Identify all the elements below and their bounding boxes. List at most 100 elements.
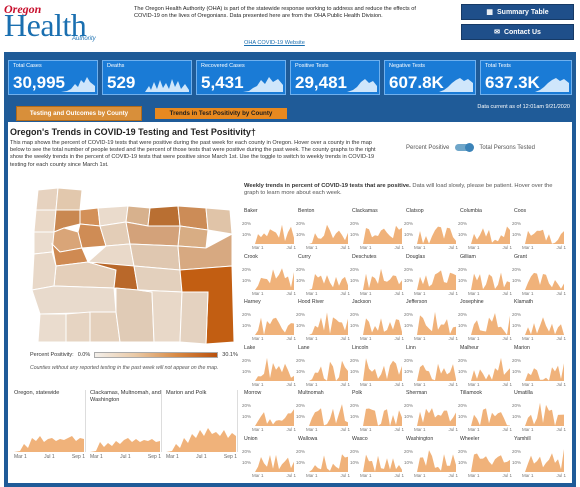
contact-us-button[interactable]: ✉ Contact Us [461,24,574,40]
county-chart-columbia[interactable]: Columbia 20% 10% Mar 1 Jul 1 [458,208,512,252]
y-tick-10: 10% [458,414,468,419]
county-area-chart [522,402,564,426]
kpi-negative-tests[interactable]: Negative Tests 607.8K [384,60,476,95]
county-chart-jackson[interactable]: Jackson 20% 10% Mar 1 Jul 1 [350,299,404,343]
county-name: Douglas [406,253,426,260]
county-chart-linn[interactable]: Linn 20% 10% Mar 1 Jul 1 [404,344,458,389]
county-area-chart [306,224,348,244]
kpi-deaths[interactable]: Deaths 529 [102,60,192,95]
chart-marion-polk[interactable]: Marion and Polk Mar 1 Jul 1 Sep 1 [166,390,238,460]
summary-table-button[interactable]: ▦ Summary Table [461,4,574,20]
logo-authority-text: Authority [72,36,96,42]
county-chart-sherman[interactable]: Sherman 20% 10% Mar 1 Jul 1 [404,390,458,434]
x-axis-labels: Mar 1 Jul 1 [468,336,512,341]
chart-clackamas-multnomah-washington[interactable]: Clackamas, Multnomah, and Washington Mar… [90,390,162,460]
county-chart-yamhill[interactable]: Yamhill 20% 10% Mar 1 Jul 1 [512,436,566,480]
county-chart-morrow[interactable]: Morrow 20% 10% Mar 1 Jul 1 [242,390,296,434]
county-chart-crook[interactable]: Crook 20% 10% Mar 1 Jul 1 [242,254,296,298]
kpi-sparkline [439,78,473,92]
x-axis-labels: Mar 1 Jul 1 [522,427,566,432]
y-tick-10: 10% [512,368,522,374]
county-area-chart [360,408,402,426]
county-area-chart [522,317,564,335]
tab-trends-positivity[interactable]: Trends in Test Positivity by County [153,106,289,121]
x-axis-labels: Mar 1 Jul 1 [306,427,350,432]
county-name: Linn [406,344,416,351]
county-chart-deschutes[interactable]: Deschutes 20% 10% Mar 1 Jul 1 [350,254,404,298]
county-chart-tillamook[interactable]: Tillamook 20% 10% Mar 1 Jul 1 [458,390,512,434]
county-area-chart [468,272,510,290]
county-chart-polk[interactable]: Polk 20% 10% Mar 1 Jul 1 [350,390,404,434]
county-chart-coos[interactable]: Coos 20% 10% Mar 1 Jul 1 [512,208,566,252]
county-chart-lincoln[interactable]: Lincoln 20% 10% Mar 1 Jul 1 [350,344,404,389]
county-name: Jackson [352,299,372,305]
county-lane-west [31,251,57,291]
county-chart-harney[interactable]: Harney 20% 10% Mar 1 Jul 1 [242,299,296,343]
y-tick-10: 10% [350,232,360,237]
county-chart-klamath[interactable]: Klamath 20% 10% Mar 1 Jul 1 [512,299,566,343]
county-chart-lake[interactable]: Lake 20% 10% Mar 1 Jul 1 [242,345,296,389]
kpi-total-tests[interactable]: Total Tests 637.3K [480,60,572,95]
county-chart-hood-river[interactable]: Hood River 20% 10% Mar 1 Jul 1 [296,299,350,343]
county-name: Jefferson [406,299,428,305]
county-chart-grant[interactable]: Grant 20% 10% Mar 1 Jul 1 [512,254,566,298]
kpi-total-cases[interactable]: Total Cases 30,995 [8,60,98,95]
chart-oregon-statewide[interactable]: Oregon, statewide Mar 1 Jul 1 Sep 1 [14,390,86,460]
kpi-positive-tests[interactable]: Positive Tests 29,481 [290,60,380,95]
tab-testing-outcomes[interactable]: Testing and Outcomes by County [16,106,142,121]
legend-note: Counties without any reported testing in… [30,365,219,371]
kpi-sparkline [145,79,189,92]
county-chart-wheeler[interactable]: Wheeler 20% 10% Mar 1 Jul 1 [458,436,512,480]
oregon-county-map[interactable] [30,186,240,346]
county-chart-baker[interactable]: Baker 20% 10% Mar 1 Jul 1 [242,208,296,252]
county-name: Multnomah [298,390,324,396]
county-chart-clackamas[interactable]: Clackamas 20% 10% Mar 1 Jul 1 [350,208,404,252]
metric-toggle[interactable]: Percent Positive Total Persons Tested [406,143,535,152]
county-name: Coos [514,208,527,214]
kpi-recovered[interactable]: Recovered Cases 5,431 [196,60,286,95]
county-chart-gilliam[interactable]: Gilliam 20% 10% Mar 1 Jul 1 [458,254,512,298]
county-area-chart [360,268,402,290]
x-axis-labels: Mar 1 Jul 1 [252,381,296,387]
county-chart-umatilla[interactable]: Umatilla 20% 10% Mar 1 Jul 1 [512,390,566,434]
county-chart-marion[interactable]: Marion 20% 10% Mar 1 Jul 1 [512,344,566,389]
y-tick-20: 20% [404,403,414,408]
legend-label: Percent Positivity: [30,352,74,358]
kpi-sparkline [243,77,283,92]
county-columbia [55,187,83,211]
county-chart-curry[interactable]: Curry 20% 10% Mar 1 Jul 1 [296,254,350,298]
county-chart-malheur[interactable]: Malheur 20% 10% Mar 1 Jul 1 [458,345,512,389]
toggle-switch[interactable] [455,143,475,152]
y-tick-20: 20% [296,448,306,454]
y-tick-10: 10% [404,232,414,237]
county-chart-josephine[interactable]: Josephine 20% 10% Mar 1 Jul 1 [458,299,512,343]
county-chart-wasco[interactable]: Wasco 20% 10% Mar 1 Jul 1 [350,436,404,480]
county-name: Marion [514,344,530,351]
kpi-value: 5,431 [201,73,244,92]
county-name: Lincoln [352,344,369,351]
county-area-chart [306,312,348,335]
x-axis-labels: Mar 1 Jul 1 [306,336,350,341]
county-chart-multnomah[interactable]: Multnomah 20% 10% Mar 1 Jul 1 [296,390,350,434]
county-chart-benton[interactable]: Benton 20% 10% Mar 1 Jul 1 [296,208,350,252]
county-chart-clatsop[interactable]: Clatsop 20% 10% Mar 1 Jul 1 [404,208,458,252]
x-axis-labels: Mar 1 Jul 1 [522,245,566,250]
county-chart-douglas[interactable]: Douglas 20% 10% Mar 1 Jul 1 [404,253,458,298]
county-chart-washington[interactable]: Washington 20% 10% Mar 1 Jul 1 [404,436,458,480]
oha-logo[interactable]: Oregon Health Authority [4,2,124,46]
y-tick-10: 10% [242,277,252,283]
county-chart-lane[interactable]: Lane 20% 10% Mar 1 Jul 1 [296,345,350,389]
county-name: Clackamas [352,208,378,214]
y-tick-20: 20% [242,221,252,226]
county-chart-jefferson[interactable]: Jefferson 20% 10% Mar 1 Jul 1 [404,299,458,343]
oha-website-link[interactable]: OHA COVID-19 Website [244,40,305,46]
y-tick-10: 10% [350,414,360,419]
county-area-chart [306,360,348,381]
county-chart-wallowa[interactable]: Wallowa 20% 10% Mar 1 Jul 1 [296,436,350,480]
summary-table-label: Summary Table [497,8,549,16]
county-area-chart [252,409,294,426]
county-chart-union[interactable]: Union 20% 10% Mar 1 Jul 1 [242,436,296,480]
legend-color-bar [94,352,219,358]
x-axis-labels: Mar 1 Jul 1 [360,472,404,478]
kpi-value: 607.8K [389,73,444,92]
